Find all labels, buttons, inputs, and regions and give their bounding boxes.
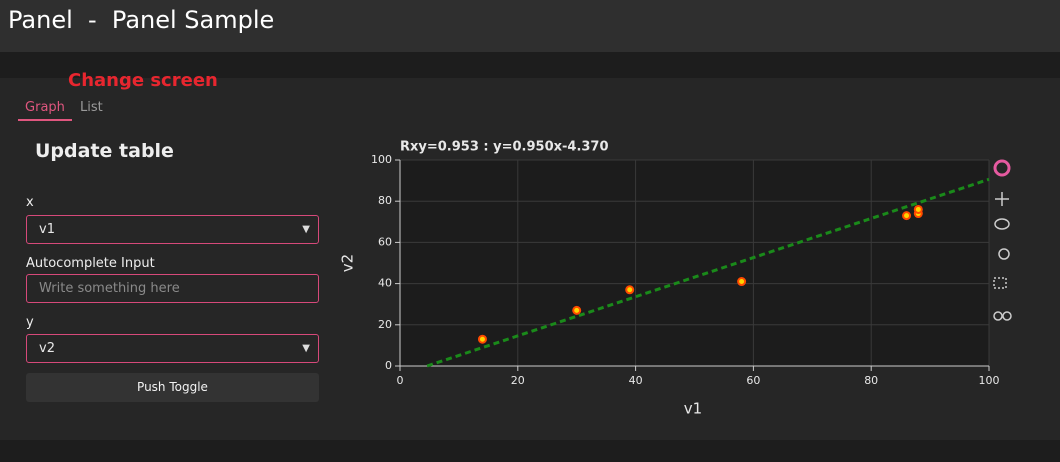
x-axis-label: v1 xyxy=(684,400,702,418)
lasso-icon[interactable] xyxy=(994,218,1010,230)
tab[interactable]: Graph xyxy=(18,100,72,121)
point xyxy=(902,211,912,221)
plot-area xyxy=(400,160,989,366)
logo-icon[interactable] xyxy=(993,159,1011,177)
y-tick-label: 0 xyxy=(385,359,392,372)
y-tick-label: 20 xyxy=(378,318,392,331)
select[interactable]: v2 ▼ xyxy=(26,334,319,363)
zoom-icon[interactable] xyxy=(998,248,1010,260)
x-tick-label: 100 xyxy=(979,374,1000,387)
reset-icon[interactable] xyxy=(993,311,1003,321)
hover-icon[interactable] xyxy=(1002,311,1012,321)
point xyxy=(913,204,923,214)
x-tick-label: 80 xyxy=(864,374,878,387)
y-tick-label: 40 xyxy=(378,277,392,290)
y-tick-label: 100 xyxy=(371,153,392,166)
chart-title: Rxy=0.953 : y=0.950x-4.370 xyxy=(400,140,609,155)
chart: Rxy=0.953 : y=0.950x-4.370 v1 v2 0 20 40 60… xyxy=(340,140,1012,418)
y-tick-label: 80 xyxy=(378,194,392,207)
app-title: Panel - Panel Sample xyxy=(8,6,275,34)
select[interactable]: v1 ▼ xyxy=(26,215,319,244)
toolbar xyxy=(993,159,1012,321)
x-tick-label: 60 xyxy=(746,374,760,387)
dropdown-arrow: ▼ xyxy=(302,343,310,354)
x-tick-label: 20 xyxy=(511,374,525,387)
field-label: Autocomplete Input xyxy=(26,256,155,271)
point xyxy=(477,334,487,344)
pan-icon[interactable] xyxy=(995,192,1009,206)
point xyxy=(572,305,582,315)
x-tick-label: 40 xyxy=(629,374,643,387)
y-tick-label: 60 xyxy=(378,235,392,248)
text-input[interactable]: Write something here xyxy=(26,274,319,303)
heading: Update table xyxy=(35,140,174,162)
placeholder: Write something here xyxy=(39,281,180,296)
x-tick-label: 0 xyxy=(397,374,404,387)
point xyxy=(737,277,747,287)
field-label: x xyxy=(26,195,34,210)
box-zoom-icon[interactable] xyxy=(993,277,1007,289)
point xyxy=(625,285,635,295)
top-bar xyxy=(0,0,1060,52)
regression-line xyxy=(426,177,990,368)
y-axis-label: v2 xyxy=(340,254,357,272)
select-value: v1 xyxy=(39,222,55,237)
select-value: v2 xyxy=(39,341,55,356)
dropdown-arrow: ▼ xyxy=(302,224,310,235)
field-label: y xyxy=(26,315,34,330)
tab[interactable]: List xyxy=(80,100,103,115)
button[interactable]: Push Toggle xyxy=(26,373,319,402)
annotation: Change screen xyxy=(68,70,218,91)
